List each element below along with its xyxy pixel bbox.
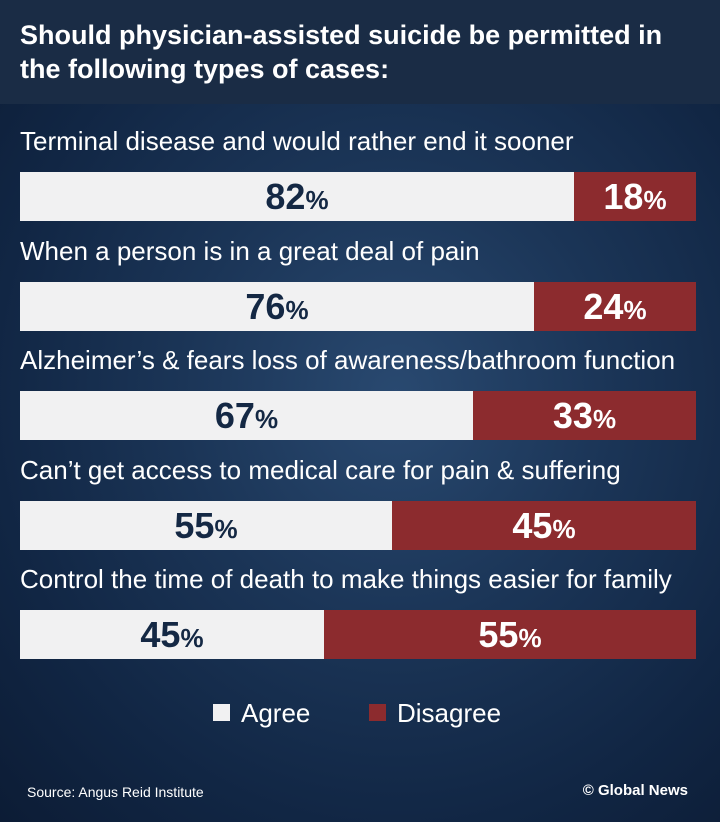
legend-swatch: [369, 704, 386, 721]
title-banner: Should physician-assisted suicide be per…: [0, 0, 720, 104]
agree-bar: [20, 172, 574, 221]
source-note: Source: Angus Reid Institute: [27, 784, 204, 800]
disagree-value-label: 55%: [478, 610, 541, 659]
agree-value-label-unit: %: [180, 623, 204, 653]
chart-title: Should physician-assisted suicide be per…: [20, 20, 663, 84]
category-label: Control the time of death to make things…: [20, 564, 672, 594]
category-label: When a person is in a great deal of pain: [20, 235, 480, 266]
agree-value-label-number: 55: [174, 504, 215, 546]
disagree-bar: [574, 172, 696, 221]
disagree-value-label-unit: %: [552, 513, 576, 544]
disagree-value-label-unit: %: [518, 623, 542, 653]
disagree-value-label-number: 24: [583, 285, 624, 327]
disagree-value-label-unit: %: [592, 404, 617, 434]
disagree-bar: [473, 391, 696, 440]
disagree-value-label-number: 55: [478, 614, 519, 655]
disagree-value-label-number: 33: [552, 395, 593, 436]
agree-value-label-number: 82: [265, 176, 306, 217]
disagree-value-label: 33%: [553, 391, 616, 440]
global-news-credit: © Global News: [582, 782, 688, 799]
agree-value-label-number: 45: [140, 614, 181, 655]
disagree-value-label-unit: %: [643, 185, 667, 215]
legend-label: Disagree: [397, 698, 502, 728]
category-label: Alzheimer’s & fears loss of awareness/ba…: [20, 345, 676, 375]
agree-value-label: 82%: [265, 172, 328, 221]
bar-row: Can’t get access to medical care for pai…: [20, 453, 696, 550]
agree-bar: [20, 610, 324, 659]
disagree-bar: [534, 281, 696, 331]
category-label: Can’t get access to medical care for pai…: [20, 454, 621, 485]
disagree-value-label: 45%: [512, 501, 575, 550]
bar-row: Terminal disease and would rather end it…: [20, 124, 696, 221]
category-label: Terminal disease and would rather end it…: [20, 126, 574, 156]
bar-row: Control the time of death to make things…: [20, 562, 696, 659]
bar-track: 45% 55%: [20, 610, 696, 659]
disagree-value-label-unit: %: [623, 294, 647, 325]
legend: Agree Disagree: [0, 697, 720, 729]
agree-value-label: 45%: [140, 610, 203, 659]
bar-row: Alzheimer’s & fears loss of awareness/ba…: [20, 343, 696, 440]
agree-value-label: 67%: [215, 391, 278, 440]
disagree-value-label: 24%: [583, 282, 646, 331]
agree-value-label-unit: %: [254, 404, 279, 434]
legend-label: Agree: [241, 698, 311, 728]
agree-value-label-number: 67: [214, 395, 255, 436]
agree-bar: [20, 500, 392, 550]
bar-track: 76% 24%: [20, 281, 696, 331]
agree-bar: [20, 391, 473, 440]
agree-value-label: 76%: [245, 282, 308, 331]
disagree-bar: [392, 500, 696, 550]
agree-value-label-unit: %: [305, 185, 329, 215]
bar-track: 55% 45%: [20, 500, 696, 550]
stacked-bar-chart: Terminal disease and would rather end it…: [0, 104, 720, 664]
agree-value-label-number: 76: [245, 285, 286, 327]
disagree-bar: [324, 610, 696, 659]
agree-value-label: 55%: [174, 501, 237, 550]
legend-swatch: [213, 704, 230, 721]
disagree-value-label-number: 45: [512, 504, 553, 546]
disagree-value-label: 18%: [603, 172, 666, 221]
disagree-value-label-number: 18: [603, 176, 644, 217]
bar-track: 82% 18%: [20, 172, 696, 221]
agree-value-label-unit: %: [285, 294, 309, 325]
agree-bar: [20, 281, 534, 331]
agree-value-label-unit: %: [214, 513, 238, 544]
bar-track: 67% 33%: [20, 391, 696, 440]
bar-row: When a person is in a great deal of pain…: [20, 234, 696, 331]
